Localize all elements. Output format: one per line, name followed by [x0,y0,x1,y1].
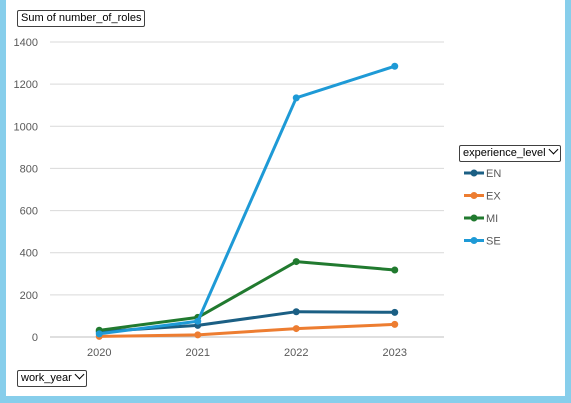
y-axis-tick-labels: 0 200 400 600 800 1000 1200 1400 [14,37,38,344]
y-tick-label: 1200 [14,79,38,91]
gridlines [50,41,444,338]
data-point-en[interactable] [292,308,300,316]
data-point-ex[interactable] [292,325,300,333]
y-tick-label: 600 [20,206,38,218]
legend-field-button[interactable]: experience_level [459,144,561,162]
series-line-ex[interactable] [97,322,397,338]
series-line-mi[interactable] [97,260,397,332]
legend-label-en: EN [486,168,501,180]
legend-marker-ex [470,192,478,199]
legend-field-label: experience_level [463,147,546,159]
pivot-chart-area: 0 200 400 600 800 1000 1200 1400 2020 2021 2022 20… [6,0,565,396]
legend-label-mi: MI [486,213,498,225]
x-axis-tick-labels: 2020 2021 2022 2023 [87,347,407,359]
legend-marker-se [470,237,478,244]
data-point-en[interactable] [391,308,399,316]
series-line-se[interactable] [97,64,397,336]
data-point-se[interactable] [391,62,399,70]
legend-label-se: SE [486,236,501,248]
data-point-ex[interactable] [391,320,399,328]
data-point-mi[interactable] [292,258,300,266]
data-point-se[interactable] [194,317,202,325]
legend-marker-mi [470,214,478,222]
x-tick-label: 2022 [284,347,308,359]
x-tick-label: 2021 [186,347,210,359]
value-field-button[interactable]: Sum of number_of_roles [17,10,146,27]
legend: EN EX MI SE [464,168,501,248]
y-tick-label: 1400 [14,37,38,49]
series-lines [95,62,399,340]
value-field-label: Sum of number_of_roles [21,12,142,24]
data-point-se[interactable] [292,94,300,102]
y-tick-label: 0 [32,332,38,344]
y-tick-label: 200 [20,290,38,302]
chevron-down-icon [548,144,559,155]
x-tick-label: 2020 [87,347,111,359]
legend-label-ex: EX [486,191,501,203]
data-point-se[interactable] [95,330,103,338]
x-tick-label: 2023 [383,347,407,359]
data-point-mi[interactable] [391,266,399,274]
y-tick-label: 1000 [14,121,38,133]
y-tick-label: 400 [20,248,38,260]
axis-field-label: work_year [21,372,72,384]
data-point-ex[interactable] [194,331,202,339]
legend-marker-en [470,169,478,177]
y-tick-label: 800 [20,163,38,175]
chevron-down-icon [74,369,85,380]
axis-field-button[interactable]: work_year [17,369,87,387]
